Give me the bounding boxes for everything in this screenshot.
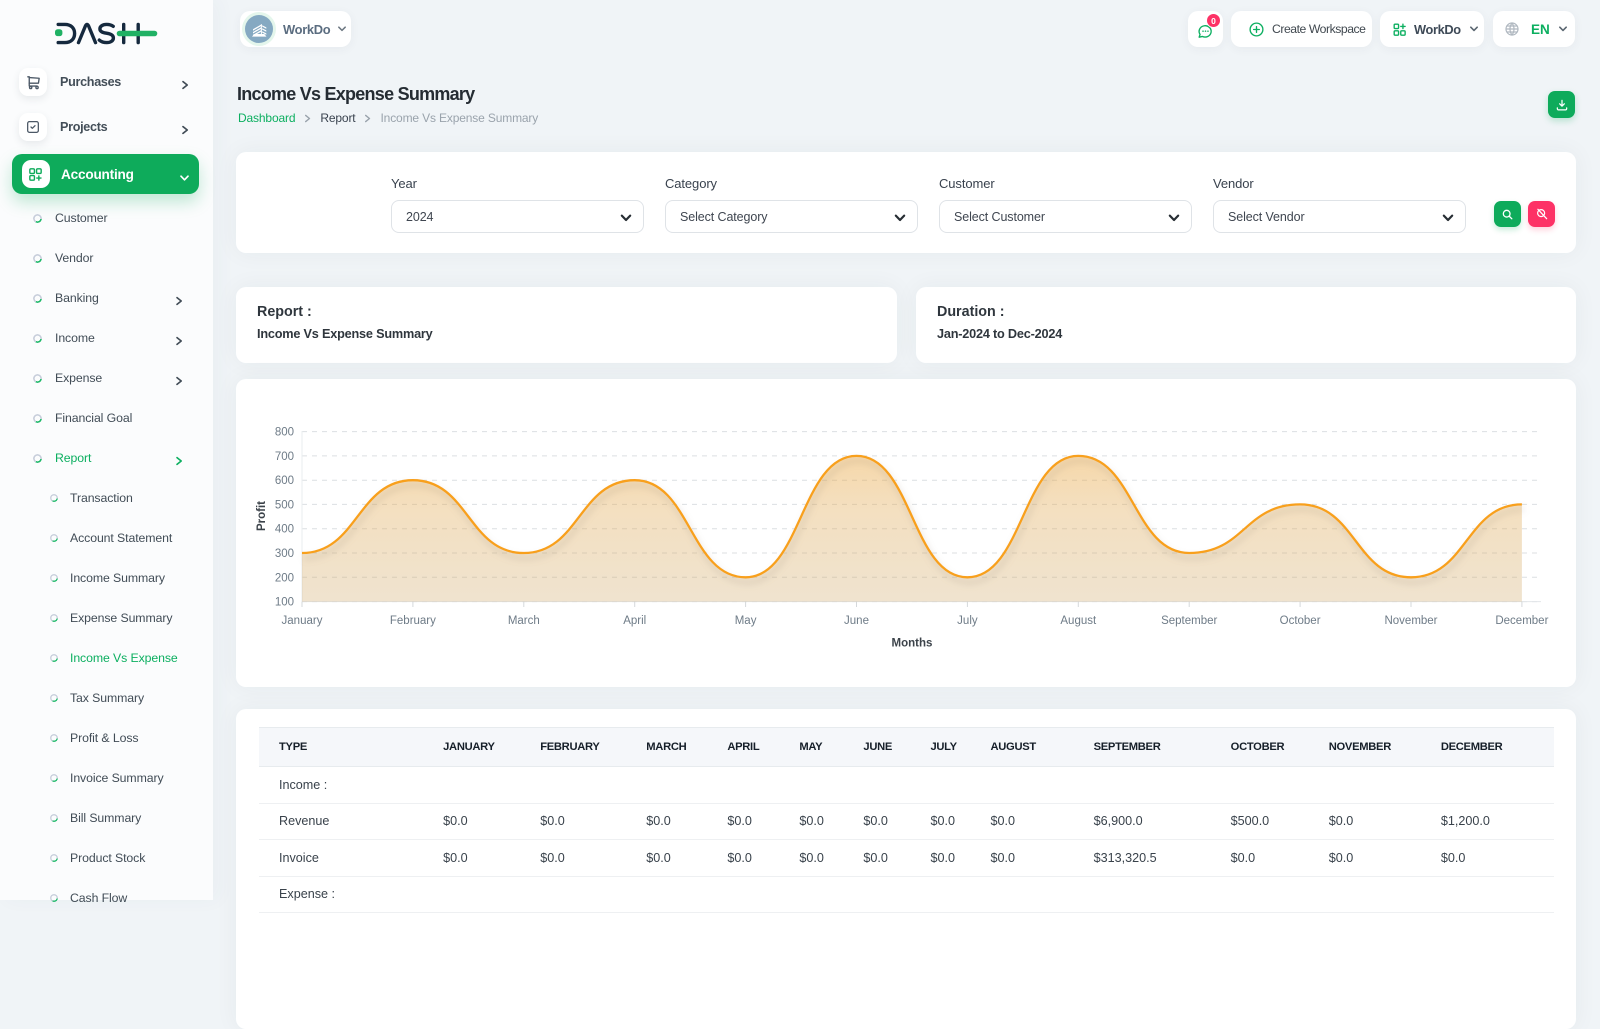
svg-text:October: October	[1280, 615, 1321, 627]
svg-text:Months: Months	[892, 638, 933, 650]
svg-text:700: 700	[275, 451, 294, 463]
svg-text:November: November	[1384, 615, 1437, 627]
svg-text:May: May	[735, 615, 757, 627]
svg-text:800: 800	[275, 427, 294, 439]
svg-text:June: June	[844, 615, 869, 627]
svg-text:January: January	[282, 615, 323, 627]
svg-text:300: 300	[275, 548, 294, 560]
svg-text:400: 400	[275, 524, 294, 536]
svg-text:100: 100	[275, 597, 294, 609]
svg-text:September: September	[1161, 615, 1217, 627]
svg-text:April: April	[623, 615, 646, 627]
svg-text:August: August	[1060, 615, 1097, 627]
svg-text:200: 200	[275, 572, 294, 584]
svg-text:February: February	[390, 615, 436, 627]
svg-text:600: 600	[275, 475, 294, 487]
svg-text:Profit: Profit	[256, 501, 268, 531]
svg-text:July: July	[957, 615, 978, 627]
svg-text:December: December	[1495, 615, 1548, 627]
svg-text:March: March	[508, 615, 540, 627]
svg-text:500: 500	[275, 499, 294, 511]
